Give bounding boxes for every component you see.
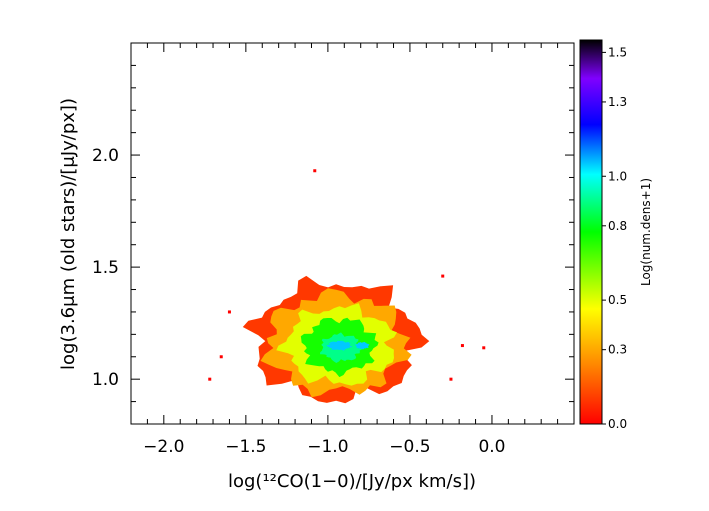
outlier-point xyxy=(313,169,317,173)
outlier-point xyxy=(460,344,464,348)
x-tick-label: −1.0 xyxy=(307,437,348,457)
colorbar-tick-label: 1.0 xyxy=(608,169,627,183)
y-axis-title: log(3.6μm (old stars)/[μJy/px]) xyxy=(58,98,79,370)
y-tick-label: 1.5 xyxy=(92,258,119,278)
outlier-point xyxy=(208,377,212,381)
colorbar-tick-label: 0.8 xyxy=(608,219,627,233)
outlier-points xyxy=(208,169,486,381)
y-axis-ticks: 1.0 1.5 2.0 xyxy=(92,42,574,425)
colorbar: 0.0 0.3 0.5 0.8 1.0 1.3 1.5 Log(num.dens+1) xyxy=(579,39,653,431)
colorbar-tick-label: 1.5 xyxy=(608,45,627,59)
x-axis-title: log(¹²CO(1−0)/[Jy/px km/s]) xyxy=(228,471,476,492)
density-contours xyxy=(242,275,430,404)
x-tick-label: 0.0 xyxy=(478,437,505,457)
x-axis-ticks: −2.0 −1.5 −1.0 −0.5 0.0 xyxy=(130,43,575,457)
outlier-point xyxy=(441,274,445,278)
colorbar-tick-label: 1.3 xyxy=(608,95,627,109)
y-tick-label: 1.0 xyxy=(92,370,119,390)
outlier-point xyxy=(219,355,223,359)
outlier-point xyxy=(449,377,453,381)
density-contour-level xyxy=(355,341,370,350)
colorbar-ticks: 0.0 0.3 0.5 0.8 1.0 1.3 1.5 xyxy=(602,45,627,431)
x-tick-label: −2.0 xyxy=(143,437,184,457)
outlier-point xyxy=(482,346,486,350)
x-tick-label: −1.5 xyxy=(225,437,266,457)
plot-area xyxy=(208,169,486,404)
plot-frame xyxy=(130,42,575,425)
density-contour-level xyxy=(326,340,353,351)
y-tick-label: 2.0 xyxy=(92,146,119,166)
colorbar-title: Log(num.dens+1) xyxy=(639,178,653,286)
colorbar-gradient xyxy=(579,39,603,425)
colorbar-tick-label: 0.0 xyxy=(608,417,627,431)
x-tick-label: −0.5 xyxy=(389,437,430,457)
outlier-point xyxy=(227,310,231,314)
colorbar-tick-label: 0.5 xyxy=(608,293,627,307)
colorbar-tick-label: 0.3 xyxy=(608,343,627,357)
